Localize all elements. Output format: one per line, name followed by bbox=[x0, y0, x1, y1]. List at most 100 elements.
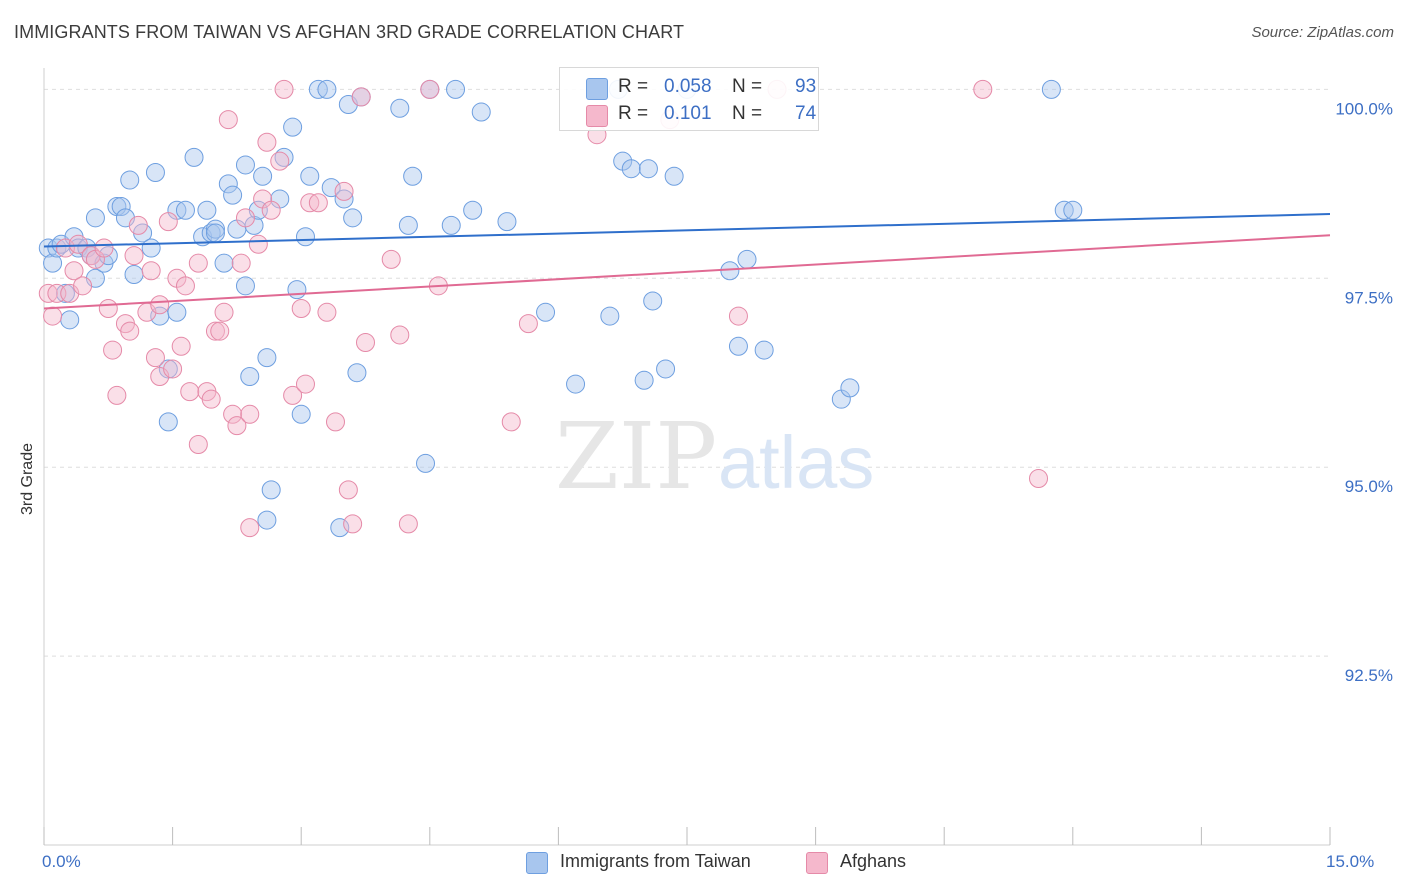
source-label: Source: ZipAtlas.com bbox=[1251, 24, 1394, 41]
trend-lines bbox=[43, 213, 1331, 310]
afghan-point bbox=[248, 234, 268, 254]
afghan-point bbox=[218, 110, 238, 130]
afghan-point bbox=[231, 253, 251, 273]
chart-title: IMMIGRANTS FROM TAIWAN VS AFGHAN 3RD GRA… bbox=[14, 22, 685, 42]
watermark-zip: ZIP bbox=[555, 403, 717, 510]
taiwan-point bbox=[347, 363, 367, 383]
afghan-point bbox=[188, 253, 208, 273]
taiwan-point bbox=[145, 162, 165, 182]
taiwan-point bbox=[197, 200, 217, 220]
y-tick-label: 92.5% bbox=[1345, 666, 1393, 685]
taiwan-point bbox=[300, 166, 320, 186]
afghan-point bbox=[728, 306, 748, 326]
afghan-point bbox=[343, 514, 363, 534]
bottom-legend-label-taiwan: Immigrants from Taiwan bbox=[560, 851, 751, 871]
afghan-point bbox=[150, 295, 170, 315]
legend-n-label: N = bbox=[732, 76, 763, 97]
taiwan-point bbox=[398, 215, 418, 235]
legend-swatch-taiwan bbox=[586, 78, 608, 100]
afghan-point bbox=[295, 374, 315, 394]
taiwan-point bbox=[141, 238, 161, 258]
taiwan-point bbox=[343, 208, 363, 228]
afghan-point bbox=[141, 261, 161, 281]
afghan-point bbox=[128, 215, 148, 235]
taiwan-point bbox=[240, 367, 260, 387]
taiwan-point bbox=[184, 147, 204, 167]
taiwan-point bbox=[235, 276, 255, 296]
watermark-atlas: atlas bbox=[718, 421, 874, 504]
y-tick-label: 95.0% bbox=[1345, 477, 1393, 496]
legend-r-value-taiwan: 0.058 bbox=[664, 76, 712, 97]
afghan-point bbox=[94, 238, 114, 258]
legend-r-value-afghans: 0.101 bbox=[664, 103, 712, 124]
taiwan-point bbox=[60, 310, 80, 330]
axes bbox=[43, 68, 1331, 846]
taiwan-point bbox=[283, 117, 303, 137]
afghan-point bbox=[98, 299, 118, 319]
taiwan-point bbox=[257, 510, 277, 530]
afghan-point bbox=[270, 151, 290, 171]
taiwan-point bbox=[167, 302, 187, 322]
afghan-point bbox=[188, 435, 208, 455]
afghan-point bbox=[73, 276, 93, 296]
taiwan-point bbox=[621, 159, 641, 179]
afghan-point bbox=[325, 412, 345, 432]
bottom-legend-label-afghans: Afghans bbox=[840, 851, 907, 871]
taiwan-point bbox=[85, 208, 105, 228]
taiwan-point bbox=[235, 155, 255, 175]
afghan-point bbox=[201, 389, 221, 409]
taiwan-point bbox=[634, 370, 654, 390]
taiwan-point bbox=[257, 348, 277, 368]
taiwan-point bbox=[214, 253, 234, 273]
legend-swatch-afghans bbox=[586, 105, 608, 127]
taiwan-point bbox=[497, 212, 517, 232]
taiwan-point bbox=[643, 291, 663, 311]
trend-line-taiwan bbox=[43, 213, 1331, 248]
x-tick-label-min: 0.0% bbox=[42, 852, 81, 871]
taiwan-point bbox=[1041, 79, 1061, 99]
afghan-point bbox=[420, 79, 440, 99]
taiwan-point bbox=[566, 374, 586, 394]
taiwan-point bbox=[330, 518, 350, 538]
afghan-point bbox=[518, 314, 538, 334]
taiwan-point bbox=[441, 215, 461, 235]
taiwan-point bbox=[317, 79, 337, 99]
y-tick-label: 100.0% bbox=[1335, 99, 1393, 118]
afghan-point bbox=[171, 336, 191, 356]
afghan-point bbox=[145, 348, 165, 368]
taiwan-point bbox=[111, 197, 131, 217]
afghan-point bbox=[351, 87, 371, 107]
taiwan-point bbox=[205, 223, 225, 243]
zipatlas-watermark: ZIP atlas bbox=[555, 403, 874, 510]
afghan-point bbox=[55, 238, 75, 258]
bottom-legend-swatch-afghans bbox=[806, 852, 828, 874]
afghan-point bbox=[334, 181, 354, 201]
afghan-point bbox=[124, 246, 144, 266]
afghan-point bbox=[103, 340, 123, 360]
legend-box: R = 0.058 N = 93 R = 0.101 N = 74 bbox=[559, 67, 819, 131]
taiwan-point bbox=[471, 102, 491, 122]
afghan-point bbox=[390, 325, 410, 345]
afghan-point bbox=[64, 261, 84, 281]
afghan-point bbox=[43, 306, 63, 326]
taiwan-point bbox=[390, 98, 410, 118]
afghan-point bbox=[973, 79, 993, 99]
y-axis-title-wrap: 3rd Grade bbox=[8, 430, 48, 530]
legend-r-label: R = bbox=[618, 103, 649, 124]
afghan-point bbox=[175, 276, 195, 296]
y-tick-labels: 100.0% 97.5% 95.0% 92.5% bbox=[1335, 99, 1393, 685]
afghan-point bbox=[274, 79, 294, 99]
afghan-point bbox=[227, 416, 247, 436]
afghan-point bbox=[158, 212, 178, 232]
taiwan-point bbox=[737, 249, 757, 269]
taiwan-point bbox=[403, 166, 423, 186]
afghan-point bbox=[1029, 469, 1049, 489]
bottom-legend-swatch-taiwan bbox=[526, 852, 548, 874]
taiwan-point bbox=[43, 253, 63, 273]
taiwan-point bbox=[158, 412, 178, 432]
taiwan-point bbox=[124, 265, 144, 285]
afghan-point bbox=[308, 193, 328, 213]
legend-n-value-afghans: 74 bbox=[795, 103, 817, 124]
taiwan-point bbox=[334, 189, 354, 209]
